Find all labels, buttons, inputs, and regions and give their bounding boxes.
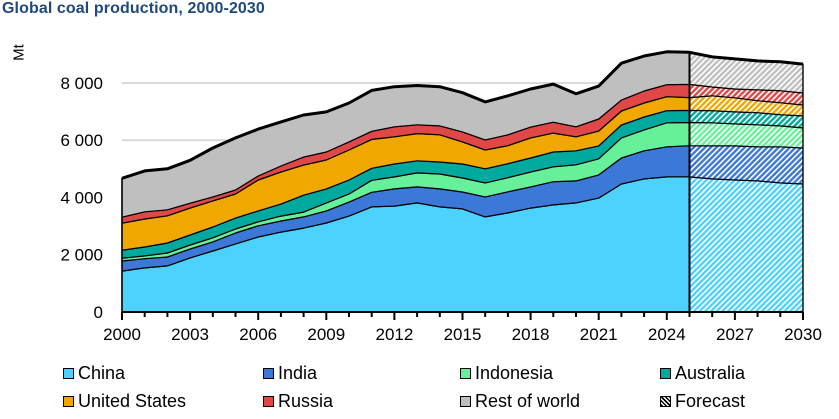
legend-label: Forecast: [675, 390, 746, 411]
legend-swatch-russia: [263, 395, 274, 407]
area-india-forecast: [688, 145, 804, 185]
legend-swatch-china: [63, 367, 74, 379]
legend-label: India: [278, 362, 318, 383]
x-tick-label: 2015: [444, 325, 482, 344]
y-tick-label: 0: [94, 303, 103, 322]
x-tick-label: 2027: [716, 325, 754, 344]
x-tick-label: 2009: [307, 325, 345, 344]
legend-item-china: China: [63, 362, 125, 384]
x-tick-label: 2021: [580, 325, 618, 344]
legend-item-forecast: Forecast: [660, 390, 745, 412]
legend-label: Australia: [675, 362, 746, 383]
y-tick-label: 6 000: [60, 131, 103, 150]
legend-label: Indonesia: [475, 362, 554, 383]
legend-swatch-united-states: [63, 395, 74, 407]
chart-overlay: [121, 50, 804, 312]
legend-swatch-indonesia: [460, 367, 471, 379]
legend-item-australia: Australia: [660, 362, 745, 384]
legend-label: Russia: [278, 390, 334, 411]
y-tick-label: 4 000: [60, 188, 103, 207]
x-tick-label: 2012: [375, 325, 413, 344]
legend-swatch-forecast: [660, 395, 671, 407]
legend-swatch-rest-of-world: [460, 395, 471, 407]
legend-label: United States: [78, 390, 187, 411]
legend-swatch-india: [263, 367, 274, 379]
legend-item-rest-of-world: Rest of world: [460, 390, 580, 412]
legend-label: Rest of world: [475, 390, 581, 411]
legend-item-russia: Russia: [263, 390, 333, 412]
legend-item-united-states: United States: [63, 390, 186, 412]
total-outline: [121, 50, 804, 180]
x-tick-label: 2030: [784, 325, 822, 344]
legend-item-india: India: [263, 362, 317, 384]
x-tick-label: 2024: [648, 325, 686, 344]
x-tick-label: 2006: [239, 325, 277, 344]
chart-title: Global coal production, 2000-2030: [2, 0, 265, 17]
x-tick-label: 2003: [171, 325, 209, 344]
x-tick-label: 2000: [103, 325, 141, 344]
axes: 2000 2003 2006 2009 2012 2015 2018 2021 2024 2027…: [60, 74, 821, 344]
x-tick-label: 2018: [512, 325, 550, 344]
legend: China India Indonesia Australia United State…: [0, 362, 839, 419]
legend-swatch-australia: [660, 367, 671, 379]
y-tick-label: 2 000: [60, 246, 103, 265]
area-china-forecast: [688, 176, 804, 313]
area-layers: [121, 51, 804, 313]
stacked-area-chart: 2000 2003 2006 2009 2012 2015 2018 2021 2024 2027…: [60, 50, 822, 344]
y-tick-label: 8 000: [60, 74, 103, 93]
legend-item-indonesia: Indonesia: [460, 362, 553, 384]
legend-label: China: [78, 362, 126, 383]
